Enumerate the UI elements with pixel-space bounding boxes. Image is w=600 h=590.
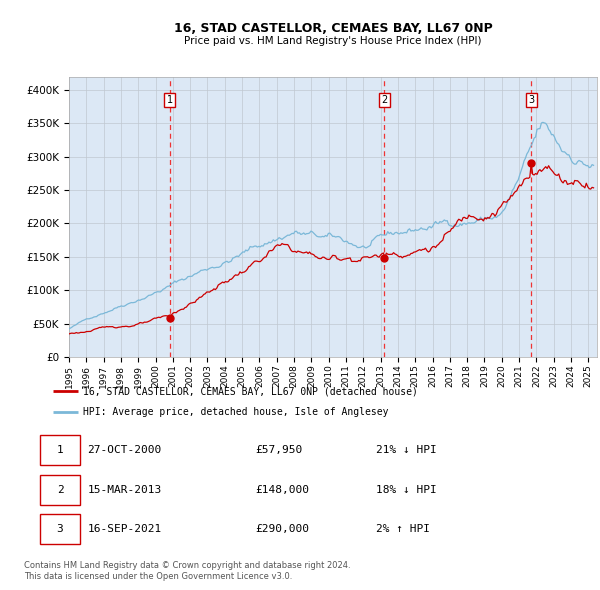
Text: 21% ↓ HPI: 21% ↓ HPI: [376, 445, 436, 455]
Text: 16, STAD CASTELLOR, CEMAES BAY, LL67 0NP: 16, STAD CASTELLOR, CEMAES BAY, LL67 0NP: [173, 22, 493, 35]
Text: 27-OCT-2000: 27-OCT-2000: [88, 445, 162, 455]
Text: HPI: Average price, detached house, Isle of Anglesey: HPI: Average price, detached house, Isle…: [83, 407, 388, 417]
Text: 2: 2: [56, 485, 64, 494]
Text: 3: 3: [56, 525, 64, 535]
Text: 16, STAD CASTELLOR, CEMAES BAY, LL67 0NP (detached house): 16, STAD CASTELLOR, CEMAES BAY, LL67 0NP…: [83, 386, 418, 396]
Text: Contains HM Land Registry data © Crown copyright and database right 2024.: Contains HM Land Registry data © Crown c…: [24, 560, 350, 569]
Text: 2% ↑ HPI: 2% ↑ HPI: [376, 525, 430, 535]
Text: 3: 3: [529, 95, 535, 105]
Text: £148,000: £148,000: [256, 485, 310, 494]
Text: 18% ↓ HPI: 18% ↓ HPI: [376, 485, 436, 494]
Text: 15-MAR-2013: 15-MAR-2013: [88, 485, 162, 494]
Text: 2: 2: [381, 95, 388, 105]
Text: £290,000: £290,000: [256, 525, 310, 535]
FancyBboxPatch shape: [40, 475, 80, 504]
Text: 16-SEP-2021: 16-SEP-2021: [88, 525, 162, 535]
Text: 1: 1: [167, 95, 173, 105]
Text: This data is licensed under the Open Government Licence v3.0.: This data is licensed under the Open Gov…: [24, 572, 292, 581]
Text: 1: 1: [56, 445, 64, 455]
FancyBboxPatch shape: [40, 435, 80, 465]
FancyBboxPatch shape: [40, 514, 80, 544]
Text: Price paid vs. HM Land Registry's House Price Index (HPI): Price paid vs. HM Land Registry's House …: [184, 37, 482, 46]
Text: £57,950: £57,950: [256, 445, 302, 455]
